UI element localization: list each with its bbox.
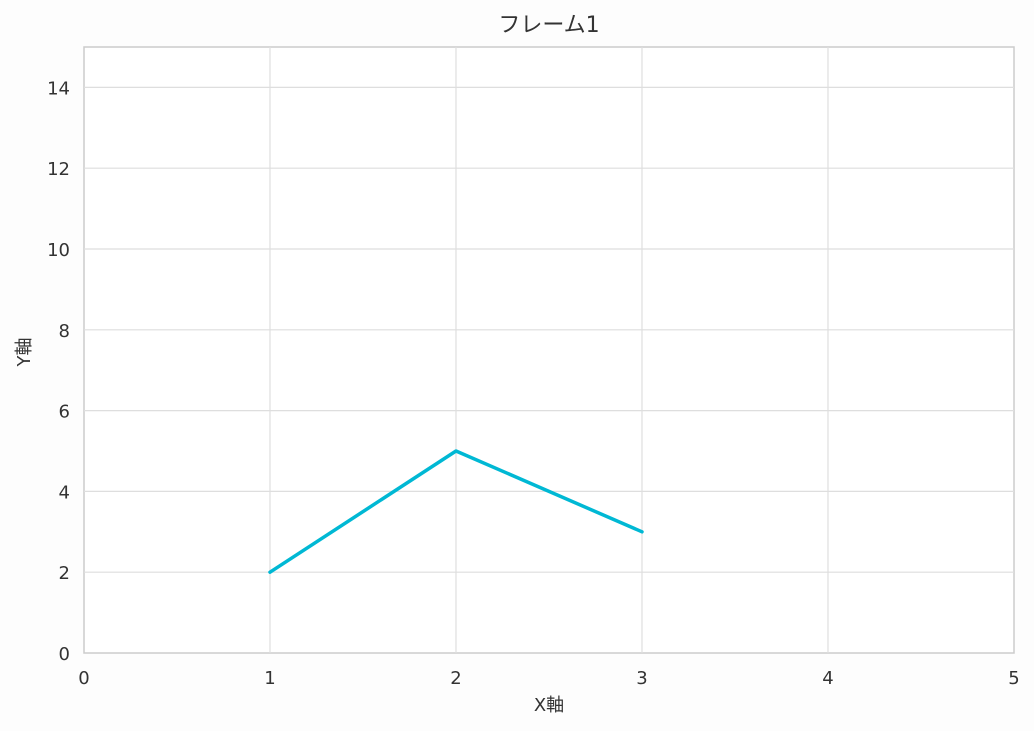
data-point [268,570,272,574]
plot-area [83,46,1015,654]
series-group [268,449,644,574]
x-tick-label: 2 [450,668,461,689]
y-tick-label: 4 [59,482,70,503]
y-tick-label: 12 [47,159,70,180]
x-tick-label: 5 [1008,668,1019,689]
x-axis-label: X軸 [534,695,564,716]
x-tick-label: 0 [78,668,89,689]
y-tick-label: 6 [59,402,70,423]
x-tick-label: 4 [822,668,833,689]
data-point [640,530,644,534]
x-tick-labels: 0 1 2 3 4 5 [78,668,1019,689]
y-tick-label: 14 [47,78,70,99]
x-tick-label: 3 [636,668,647,689]
y-tick-labels: 0 2 4 6 8 10 12 14 [47,78,70,665]
y-tick-label: 8 [59,321,70,342]
x-tick-label: 1 [264,668,275,689]
y-axis-label: Y軸 [14,338,35,368]
y-tick-label: 2 [59,563,70,584]
y-tick-label: 0 [59,644,70,665]
y-tick-label: 10 [47,240,70,261]
chart-title: フレーム1 [498,13,599,38]
data-point [454,449,458,453]
